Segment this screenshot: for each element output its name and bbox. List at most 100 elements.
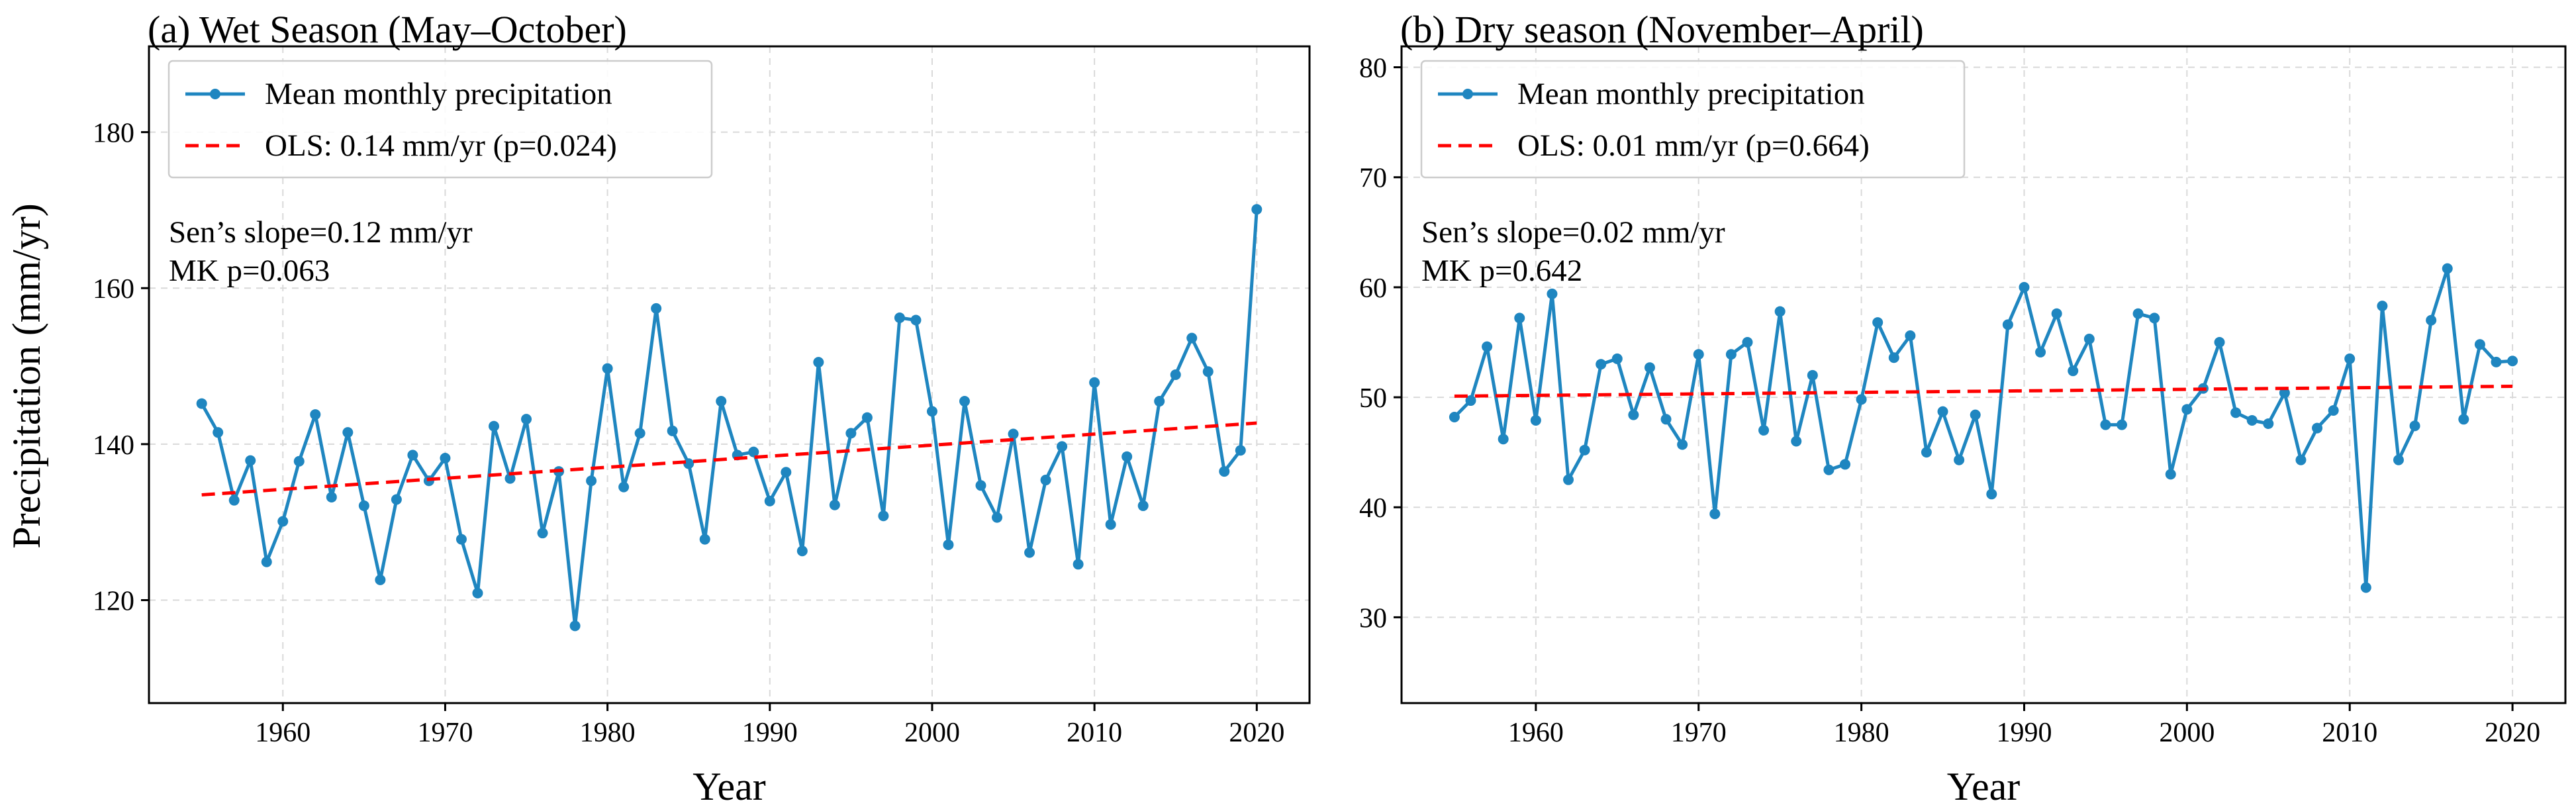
data-point <box>375 574 386 585</box>
data-point <box>1498 434 1509 445</box>
data-point <box>1888 352 1899 363</box>
y-tick-label: 160 <box>93 274 134 305</box>
data-point <box>1514 312 1525 324</box>
data-point <box>504 473 516 484</box>
data-point <box>2116 419 2127 430</box>
x-tick-label: 1980 <box>1834 718 1889 748</box>
data-point <box>1823 464 1835 475</box>
data-point <box>1596 359 1607 370</box>
y-tick-label: 60 <box>1359 273 1387 304</box>
data-point <box>1677 439 1688 450</box>
data-point <box>1579 444 1590 455</box>
data-point <box>1024 547 1035 558</box>
data-point <box>569 620 581 632</box>
data-point <box>1057 441 1068 452</box>
data-point <box>781 467 792 478</box>
data-point <box>1758 424 1770 436</box>
plot-frame <box>148 45 1311 704</box>
plot-frame <box>1400 45 2567 704</box>
data-point <box>716 396 727 407</box>
data-point <box>1530 414 1541 426</box>
data-point <box>455 534 467 545</box>
data-point <box>1921 447 1932 458</box>
panel-title: (a) Wet Season (May–October) <box>148 8 627 51</box>
data-point <box>358 500 369 511</box>
data-point <box>2344 353 2356 364</box>
x-axis-label: Year <box>1947 765 2021 808</box>
y-axis-label: Precipitation (mm/yr) <box>5 203 48 549</box>
ols-trend-line <box>1454 384 2513 398</box>
x-tick-label: 1970 <box>417 718 473 748</box>
annotation-sens-slope: Sen’s slope=0.12 mm/yr <box>169 215 473 250</box>
x-tick-label: 2020 <box>2485 718 2540 748</box>
data-point <box>1644 362 1655 373</box>
data-point <box>1137 500 1149 511</box>
data-point <box>1170 369 1181 380</box>
data-point <box>1186 332 1198 344</box>
data-point <box>683 458 694 469</box>
data-point <box>1219 466 1230 477</box>
data-point <box>2230 407 2242 418</box>
data-point <box>2442 263 2453 274</box>
data-point <box>440 453 451 464</box>
data-point <box>1251 204 1263 215</box>
x-tick-label: 2010 <box>2322 718 2377 748</box>
data-point <box>245 455 256 466</box>
data-point <box>326 491 337 502</box>
legend: Mean monthly precipitation OLS: 0.14 mm/… <box>167 60 713 179</box>
y-tick-label: 140 <box>93 430 134 461</box>
data-point <box>699 534 710 545</box>
y-tick-label: 80 <box>1359 54 1387 84</box>
data-point <box>618 481 630 493</box>
x-tick-label: 2010 <box>1067 718 1122 748</box>
data-point <box>586 475 597 487</box>
data-point <box>1807 369 1818 381</box>
data-point <box>2279 387 2290 399</box>
legend-box <box>1420 60 1966 179</box>
data-point <box>1986 489 1997 500</box>
data-point <box>2409 420 2420 432</box>
legend-label-ols: OLS: 0.14 mm/yr (p=0.024) <box>265 128 617 163</box>
data-point <box>878 510 889 522</box>
data-point <box>407 450 418 461</box>
data-point <box>667 425 678 436</box>
data-point <box>2295 454 2307 465</box>
y-tick-label: 180 <box>93 119 134 149</box>
data-point <box>537 528 548 539</box>
data-point <box>894 312 905 323</box>
panel-title: (b) Dry season (November–April) <box>1400 8 1924 51</box>
data-point <box>521 414 532 425</box>
data-point <box>992 512 1003 523</box>
data-point <box>1725 349 1737 360</box>
data-point <box>2360 582 2371 593</box>
data-point <box>1073 559 1084 570</box>
data-point <box>1563 474 1574 485</box>
data-point <box>2035 346 2046 358</box>
data-point <box>764 495 775 506</box>
data-point <box>1872 317 1884 328</box>
data-point <box>2165 469 2176 480</box>
data-point <box>1547 288 1558 299</box>
data-point <box>1954 454 1965 465</box>
y-tick-label: 50 <box>1359 383 1387 414</box>
data-point <box>2312 422 2323 434</box>
data-point <box>1970 409 1981 420</box>
x-tick-label: 2000 <box>904 718 960 748</box>
data-point <box>391 494 402 505</box>
data-point <box>2181 404 2193 415</box>
data-point <box>1628 409 1639 420</box>
y-tick-label: 70 <box>1359 164 1387 194</box>
data-point <box>634 428 645 439</box>
ticks-layer: 1960 1970 1980 1990 2000 2010 2020 120 140 160 180 <box>93 119 1284 748</box>
data-point <box>2246 414 2258 426</box>
data-point <box>1105 519 1116 530</box>
x-tick-label: 2020 <box>1229 718 1284 748</box>
data-point <box>1742 336 1753 348</box>
data-point <box>2393 454 2404 465</box>
data-point <box>1465 395 1476 406</box>
data-point <box>196 398 207 409</box>
data-point <box>2426 314 2437 326</box>
data-point <box>910 314 922 326</box>
series-layer <box>1449 263 2518 593</box>
data-point <box>975 480 986 491</box>
